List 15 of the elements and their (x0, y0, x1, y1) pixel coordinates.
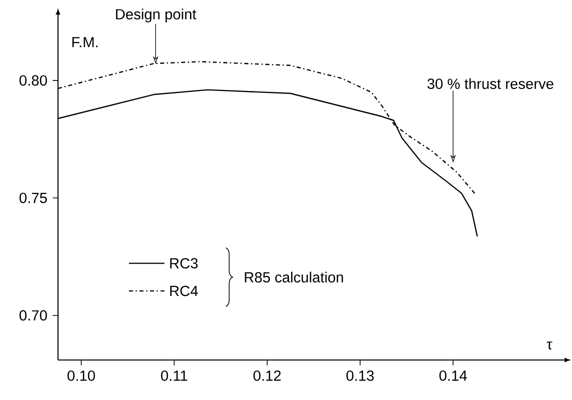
x-tick-label: 0.11 (161, 370, 188, 381)
x-tick-label: 0.13 (346, 370, 374, 381)
y-axis-title: F.M. (72, 37, 98, 48)
x-axis-title: τ (546, 342, 552, 350)
legend-title: R85 calculation (244, 272, 343, 282)
x-tick-label: 0.12 (253, 370, 281, 381)
legend-label: RC4 (170, 286, 198, 296)
y-tick-label: 0.70 (20, 310, 47, 321)
y-tick-label: 0.75 (20, 192, 47, 204)
legend-label: RC3 (170, 258, 198, 268)
x-tick-label: 0.14 (439, 370, 467, 381)
annotation: 30 % thrust reserve (427, 78, 554, 89)
y-tick-label: 0.80 (20, 75, 47, 86)
x-tick-label: 0.10 (68, 370, 95, 381)
annotation: Design point (116, 8, 196, 22)
